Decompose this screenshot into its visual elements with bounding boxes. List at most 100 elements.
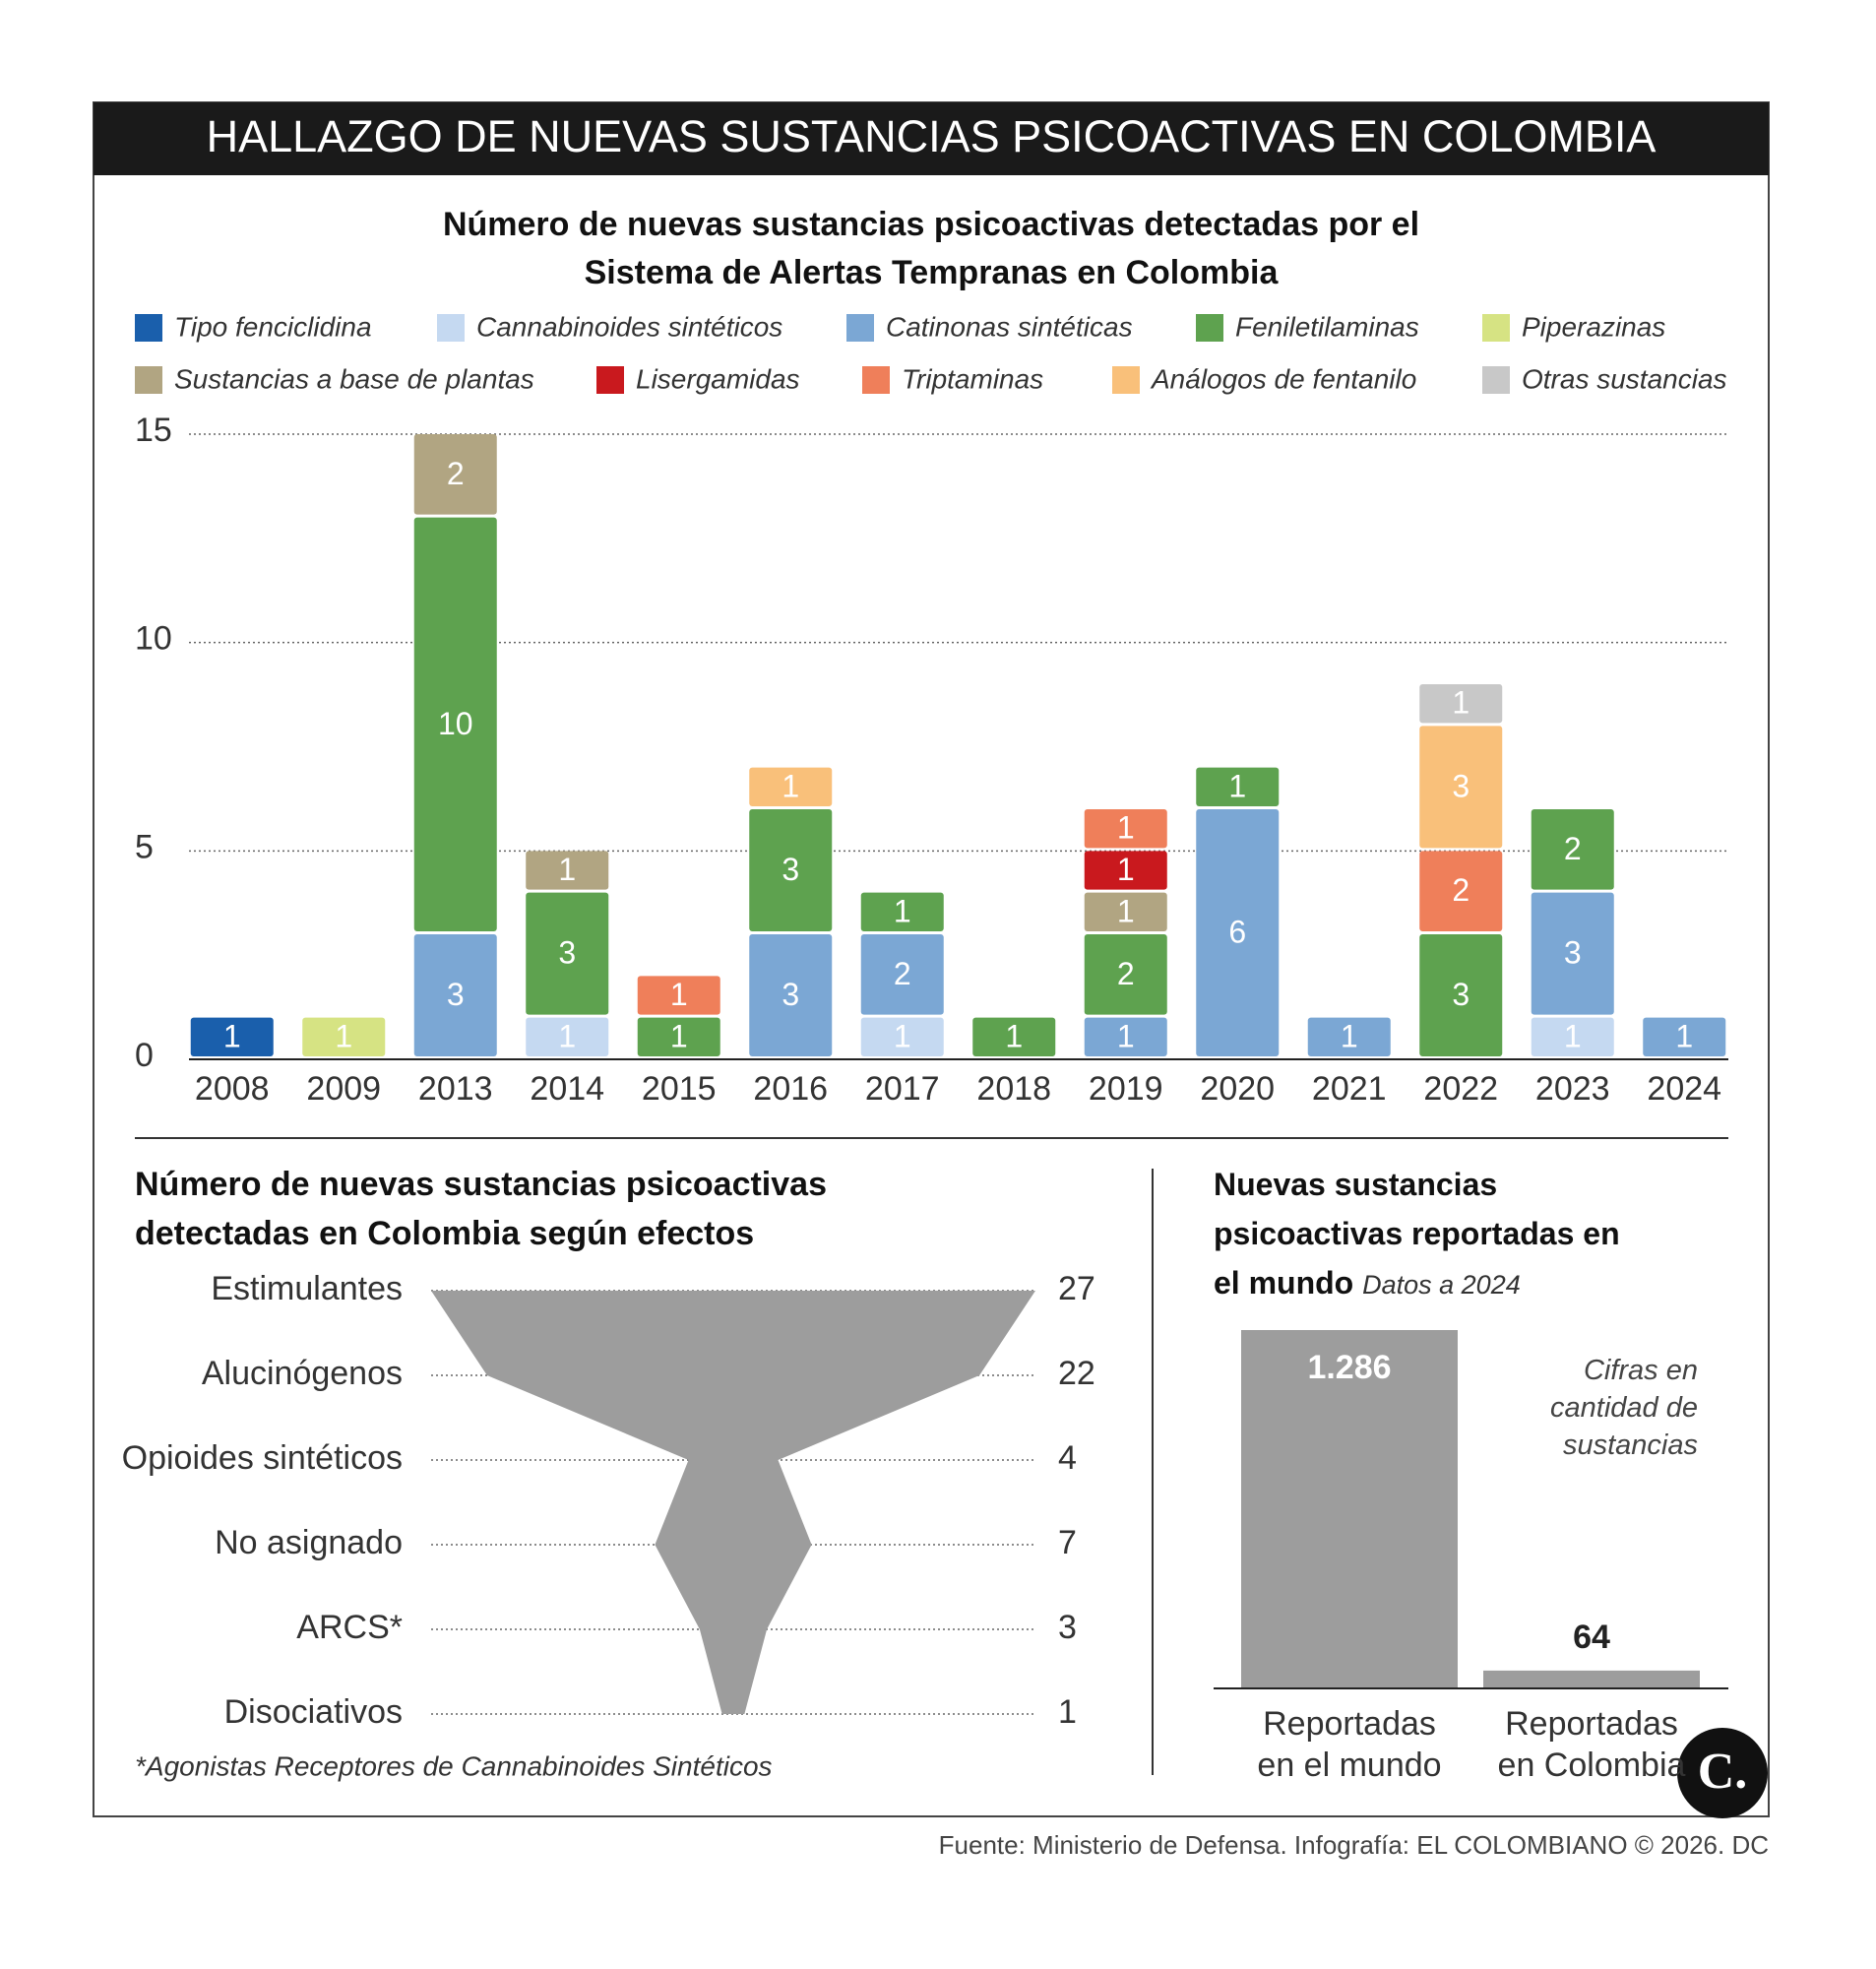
bar-label: 6 xyxy=(1228,914,1246,949)
bar-segment xyxy=(860,934,944,1015)
bar-label: 2 xyxy=(894,956,911,991)
bar xyxy=(1483,1670,1700,1688)
header-bar xyxy=(94,102,1769,175)
legend-swatch xyxy=(862,366,890,394)
bar-segment xyxy=(749,767,833,806)
bar-label: 1 xyxy=(670,977,688,1012)
legend-swatch xyxy=(437,314,465,342)
x-tick-label: 2024 xyxy=(1647,1070,1721,1108)
bar-label: 1 xyxy=(894,893,911,928)
x-tick-label: 2022 xyxy=(1423,1070,1498,1108)
x-tick-label: 2014 xyxy=(530,1070,604,1108)
bar-segment xyxy=(1084,809,1167,849)
legend-label: Triptaminas xyxy=(902,363,1043,394)
bar-label: 1 xyxy=(1452,685,1470,721)
bar-label: 1 xyxy=(670,1018,688,1053)
bar-segment xyxy=(1084,1017,1167,1056)
value-label: 3 xyxy=(1058,1609,1077,1646)
category-label: Reportadas en Colombia xyxy=(1497,1705,1686,1784)
bar-segment xyxy=(1419,684,1503,724)
bar-label: 3 xyxy=(1452,768,1470,803)
chart-title-box: Número de nuevas sustancias psicoactivas… xyxy=(135,1160,942,1258)
bar-segment xyxy=(413,934,497,1056)
x-tick-label: 2009 xyxy=(306,1070,381,1108)
x-tick-label: 2018 xyxy=(976,1070,1051,1108)
bar-segment xyxy=(1643,1017,1726,1056)
legend-label: Tipo fenciclidina xyxy=(174,311,372,342)
legend-label: Análogos de fentanilo xyxy=(1150,363,1416,394)
bar-label: 1 xyxy=(894,1018,911,1053)
bar-segment xyxy=(1084,892,1167,931)
chart-title: Número de nuevas sustancias psicoactivas… xyxy=(442,206,1420,291)
y-tick-label: 5 xyxy=(135,828,154,865)
bar-segment xyxy=(413,434,497,515)
bar-label: 1 xyxy=(223,1018,241,1053)
bar-segment xyxy=(860,1017,944,1056)
footnote: *Agonistas Receptores de Cannabinoides S… xyxy=(135,1750,773,1781)
legend-swatch xyxy=(1196,314,1223,342)
bar-segment xyxy=(749,934,833,1056)
category-label: No asignado xyxy=(215,1524,403,1561)
bar-label: 10 xyxy=(438,706,473,741)
category-label: Alucinógenos xyxy=(202,1355,403,1392)
y-tick-label: 0 xyxy=(135,1037,154,1074)
legend-swatch xyxy=(1482,366,1510,394)
legend-swatch xyxy=(596,366,624,394)
bar-segment xyxy=(749,809,833,931)
bar-label: 3 xyxy=(447,977,465,1012)
bar-segment xyxy=(637,1017,720,1056)
bar-segment xyxy=(1419,726,1503,849)
bar-segment xyxy=(1084,851,1167,890)
bar-label: 1 xyxy=(1341,1018,1358,1053)
bar-segment xyxy=(1531,892,1614,1015)
legend-swatch xyxy=(846,314,874,342)
category-box: Reportadas en Colombia xyxy=(1483,1703,1700,1786)
x-tick-label: 2013 xyxy=(418,1070,493,1108)
x-tick-label: 2015 xyxy=(642,1070,717,1108)
bar-segment xyxy=(526,1017,609,1056)
bar-label: 1 xyxy=(1117,852,1135,887)
chart-subtitle: Datos a 2024 xyxy=(1362,1270,1521,1300)
bar-segment xyxy=(1419,934,1503,1056)
bar-segment xyxy=(526,851,609,890)
bar-label: 2 xyxy=(447,456,465,491)
x-tick-label: 2017 xyxy=(865,1070,940,1108)
legend-label: Piperazinas xyxy=(1522,311,1665,342)
category-label: ARCS* xyxy=(296,1609,403,1646)
source: Fuente: Ministerio de Defensa. Infografí… xyxy=(939,1830,1769,1860)
bar-segment xyxy=(860,892,944,931)
value-label: 1.286 xyxy=(1307,1349,1391,1386)
bar-segment xyxy=(413,517,497,931)
bar-segment xyxy=(1531,809,1614,890)
x-tick-label: 2021 xyxy=(1312,1070,1387,1108)
bar-label: 1 xyxy=(1117,893,1135,928)
x-tick-label: 2023 xyxy=(1535,1070,1610,1108)
bar-segment xyxy=(1196,809,1280,1056)
bar-label: 1 xyxy=(558,1018,576,1053)
bar-segment xyxy=(1419,851,1503,931)
bar-segment xyxy=(302,1017,386,1056)
legend-label: Otras sustancias xyxy=(1522,363,1727,394)
legend-label: Feniletilaminas xyxy=(1235,311,1419,342)
bar-segment xyxy=(190,1017,274,1056)
funnel xyxy=(431,1291,1035,1714)
bar-label: 1 xyxy=(1675,1018,1693,1053)
legend-swatch xyxy=(135,366,162,394)
bar-label: 3 xyxy=(1564,935,1582,971)
bar-segment xyxy=(1531,1017,1614,1056)
bar xyxy=(1241,1330,1458,1688)
bar-label: 1 xyxy=(1564,1018,1582,1053)
bar-segment xyxy=(1196,767,1280,806)
category-label: Estimulantes xyxy=(211,1270,403,1307)
y-tick-label: 10 xyxy=(135,620,172,658)
x-tick-label: 2016 xyxy=(753,1070,828,1108)
bar-label: 1 xyxy=(1117,1018,1135,1053)
bar-label: 2 xyxy=(1452,872,1470,908)
chart-title: Número de nuevas sustancias psicoactivas… xyxy=(135,1166,827,1252)
category-label: Reportadas en el mundo xyxy=(1257,1705,1442,1784)
annotation-box: Cifras en cantidad de sustancias xyxy=(1516,1352,1698,1464)
bar-label: 1 xyxy=(558,852,576,887)
logo-circle xyxy=(1677,1728,1768,1818)
